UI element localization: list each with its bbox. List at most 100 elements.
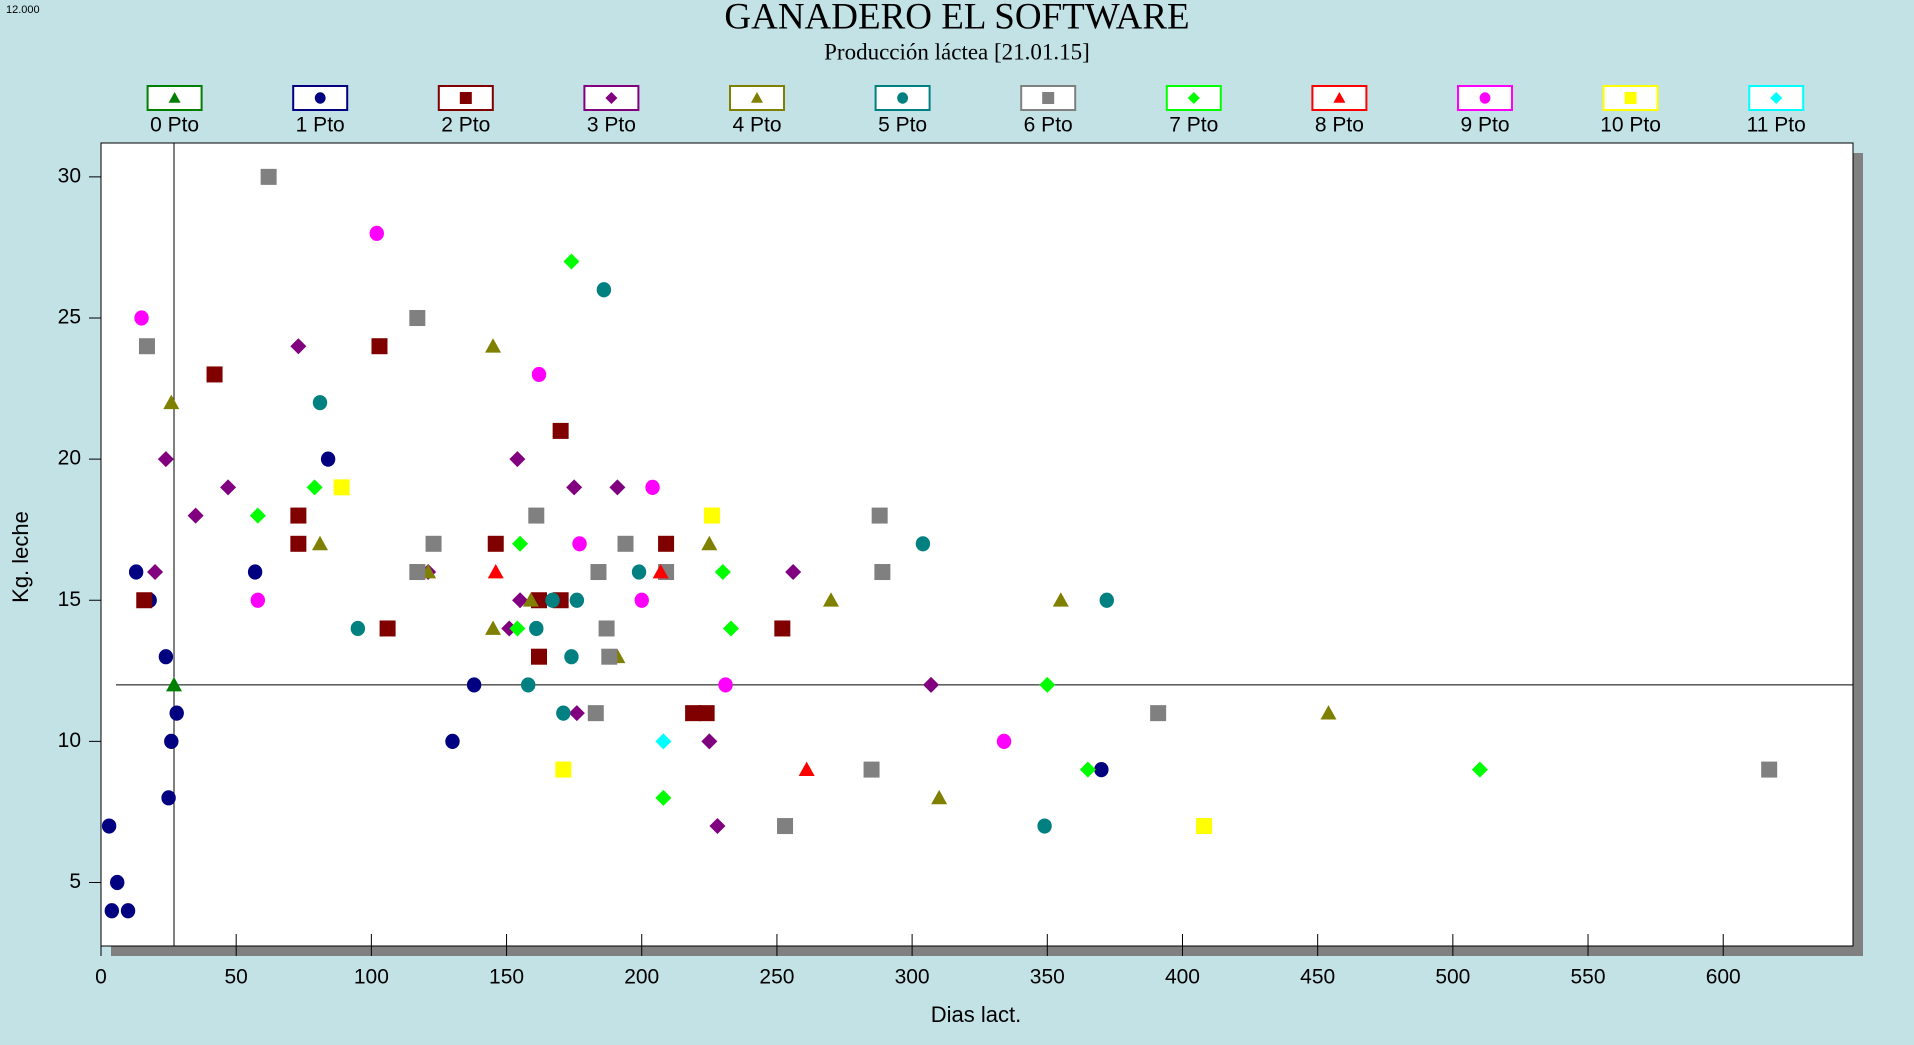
point [1094,761,1109,778]
point [777,818,794,835]
point [566,479,583,496]
point [136,592,153,609]
point [931,789,948,805]
point [631,564,647,580]
point [871,507,888,524]
point [134,310,149,326]
point [596,282,612,298]
y-tick-label: 15 [58,588,81,611]
point [110,874,125,891]
point [522,592,539,607]
corner-label: 12.000 [6,4,40,16]
point [1761,761,1778,778]
point [1150,705,1167,722]
point [1099,592,1114,608]
point [1196,818,1213,835]
point [169,705,184,721]
point [587,705,604,722]
point [371,338,388,355]
point [306,479,323,496]
point [1320,705,1337,720]
point [104,903,120,919]
legend-label: 11 Pto [1747,114,1806,137]
point [531,366,547,383]
point [509,620,526,637]
legend-marker [168,92,181,103]
point [250,592,266,608]
point [572,536,587,552]
point [529,620,544,637]
x-tick-label: 350 [1030,966,1065,989]
y-tick-label: 10 [58,729,81,752]
legend-label: 9 Pto [1460,114,1509,137]
point [509,451,526,468]
point [128,564,144,580]
x-tick-label: 150 [489,966,524,989]
legend-label: 3 Pto [587,114,636,137]
point [645,479,660,495]
y-tick-label: 30 [58,164,81,187]
y-tick-label: 5 [69,870,81,893]
point [609,479,626,496]
plot-area [100,142,1854,947]
point [823,592,839,607]
point [552,422,569,439]
point [520,677,536,693]
point [652,564,669,579]
point [704,507,721,524]
point [290,338,307,355]
point [290,507,307,524]
point [590,564,607,581]
legend-label: 7 Pto [1169,114,1218,137]
point [1039,676,1056,693]
point [249,507,266,524]
y-tick-label: 20 [58,447,81,470]
point [655,789,672,806]
point [718,677,733,693]
legend-marker [1187,92,1200,104]
legend-marker [897,92,908,104]
x-tick-label: 450 [1300,966,1335,989]
legend-box [1311,85,1368,111]
point [350,620,366,637]
point [568,705,585,722]
point [528,507,545,524]
legend-marker [459,92,472,104]
point [598,620,615,637]
point [996,733,1012,749]
point [863,761,880,778]
point [531,648,547,665]
point [161,790,176,806]
point [290,535,307,552]
legend-marker [1333,92,1346,103]
legend-label: 10 Pto [1600,114,1661,137]
legend-marker [751,92,763,103]
legend-marker [605,92,618,104]
point [312,395,328,411]
point [120,903,136,919]
point [163,394,180,410]
point [658,535,675,552]
point [164,733,179,749]
point [409,309,426,326]
point [698,705,715,722]
point [556,705,571,721]
x-tick-label: 50 [225,966,248,989]
legend-marker [1042,92,1055,104]
point [158,649,174,665]
legend-label: 8 Pto [1315,114,1364,137]
point [220,479,237,496]
point [564,649,579,665]
y-tick-label: 25 [58,306,81,329]
point [485,338,502,353]
point [701,733,718,750]
legend-label: 4 Pto [732,114,781,137]
point [485,620,502,635]
x-tick-label: 550 [1571,966,1606,989]
point [785,564,802,581]
point [563,253,580,270]
point [722,620,739,637]
y-axis-label: Kg. leche [8,511,33,603]
